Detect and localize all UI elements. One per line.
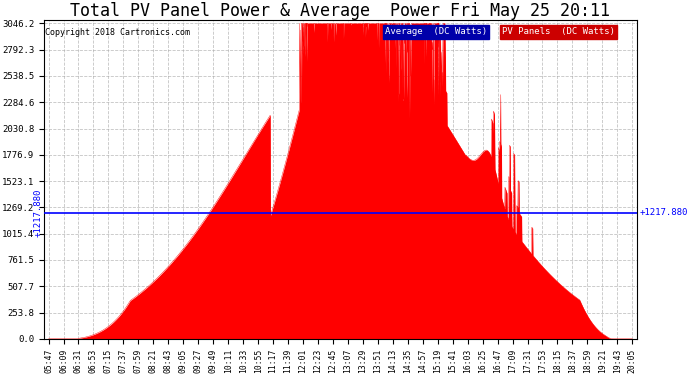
Text: +1217.880: +1217.880: [640, 208, 688, 217]
Text: PV Panels  (DC Watts): PV Panels (DC Watts): [502, 27, 615, 36]
Text: Copyright 2018 Cartronics.com: Copyright 2018 Cartronics.com: [45, 28, 190, 37]
Text: Average  (DC Watts): Average (DC Watts): [385, 27, 487, 36]
Title: Total PV Panel Power & Average  Power Fri May 25 20:11: Total PV Panel Power & Average Power Fri…: [70, 2, 611, 20]
